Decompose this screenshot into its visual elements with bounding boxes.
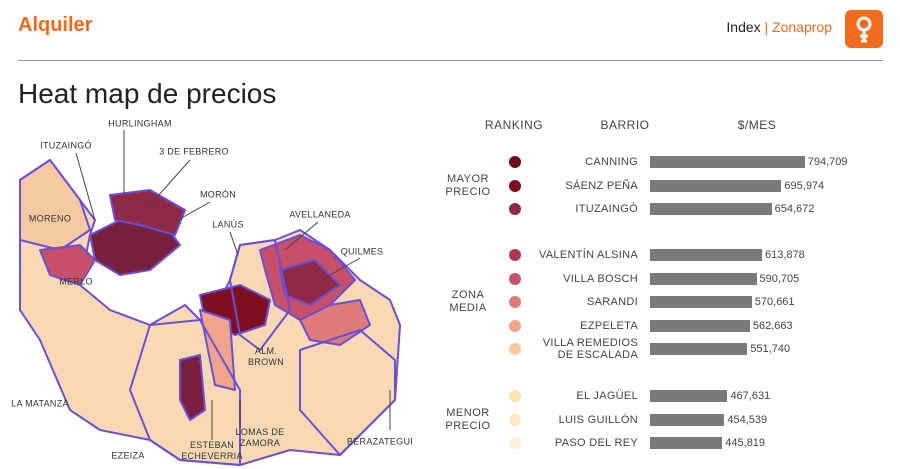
brand-name[interactable]: Zonaprop [772,19,832,35]
map-label: MORENO [28,213,72,224]
category-label: SARANDI [587,296,638,309]
value-label: 454,539 [727,413,768,426]
bar [650,179,782,192]
rank-dot [509,343,521,356]
divider [18,60,883,61]
rank-dot [509,319,521,332]
rank-dot [509,156,521,168]
bar [650,343,748,356]
value-label: 695,974 [784,179,825,192]
value-label: 654,672 [774,203,815,216]
brand-prefix: Index [726,19,761,35]
heat-map [19,130,401,466]
map-label: HURLINGHAM [108,118,172,129]
bar [650,203,772,216]
rank-dot [509,413,521,426]
page-title: Heat map de precios [18,78,277,109]
group-label: MAYOR PRECIO [445,172,491,198]
rank-dot [509,179,521,192]
bar [650,390,728,402]
value-label: 551,740 [750,343,791,356]
category-label: LUIS GUILLÓN [558,413,638,426]
category-label: SÁENZ PEÑA [565,179,638,192]
rank-dot [509,390,521,402]
logo-icon [856,16,872,43]
map-label: ALM. BROWN [248,346,284,367]
group-label: MENOR PRECIO [445,406,491,432]
rank-dot [509,272,521,285]
map-label: LANÚS [212,219,244,230]
bar [650,156,805,168]
map-label: LOMAS DE ZAMORA [235,427,285,448]
map-label: AVELLANEDA [289,209,351,220]
group-label: ZONA MEDIA [449,289,487,315]
value-label: 570,661 [754,296,795,309]
separator: | [764,19,769,35]
bar [650,296,752,309]
bar [650,437,723,450]
section-title: Alquiler [18,14,93,36]
value-label: 467,631 [730,390,771,402]
map-label: EZEIZA [111,450,145,461]
map-label: ESTEBAN ECHEVERRIA [181,440,243,461]
bar [650,249,762,261]
rank-dot [509,296,521,309]
rank-dot [509,437,521,450]
map-label: LA MATANZA [11,398,69,409]
rank-dot [509,203,521,216]
category-label: VILLA BOSCH [563,272,638,285]
map-label: MORÓN [200,189,236,200]
map-label: BERAZATEGUI [346,436,414,447]
value-label: 794,709 [807,156,848,168]
category-label: VALENTÍN ALSINA [538,249,638,261]
category-label: EL JAGÜEL [576,390,638,402]
category-label: PASO DEL REY [554,437,638,450]
category-label: ITUZAINGÓ [575,203,638,216]
value-label: 590,705 [759,272,800,285]
map-label: 3 DE FEBRERO [159,146,229,157]
bar [650,272,757,285]
rank-dot [509,249,521,261]
category-label: EZPELETA [580,319,638,332]
map-label: MERLO [59,276,93,287]
column-header: $/MES [737,118,777,132]
logo[interactable] [845,10,883,48]
category-label: CANNING [585,156,638,168]
map-label: QUILMES [340,246,384,257]
column-header: RANKING [484,118,544,132]
map-label: ITUZAINGÓ [40,140,92,151]
brand: Index | Zonaprop [726,19,832,35]
bar [650,319,750,332]
value-label: 562,663 [752,319,793,332]
value-label: 445,819 [725,437,766,450]
column-header: BARRIO [600,118,650,132]
category-label: VILLA REMEDIOS DE ESCALADA [542,337,638,362]
value-label: 613,878 [765,249,805,261]
bar [650,413,725,426]
